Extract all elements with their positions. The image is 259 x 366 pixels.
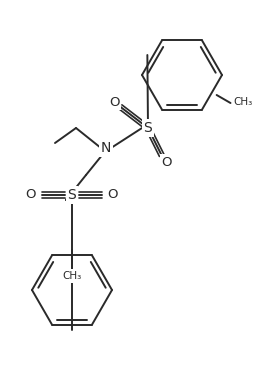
Text: CH₃: CH₃ [62, 271, 82, 281]
Text: S: S [144, 121, 152, 135]
Text: CH₃: CH₃ [234, 97, 253, 107]
Text: S: S [68, 188, 76, 202]
Text: O: O [108, 188, 118, 202]
Text: N: N [101, 141, 111, 155]
Text: O: O [26, 188, 36, 202]
Text: O: O [162, 156, 172, 168]
Text: O: O [109, 96, 119, 108]
